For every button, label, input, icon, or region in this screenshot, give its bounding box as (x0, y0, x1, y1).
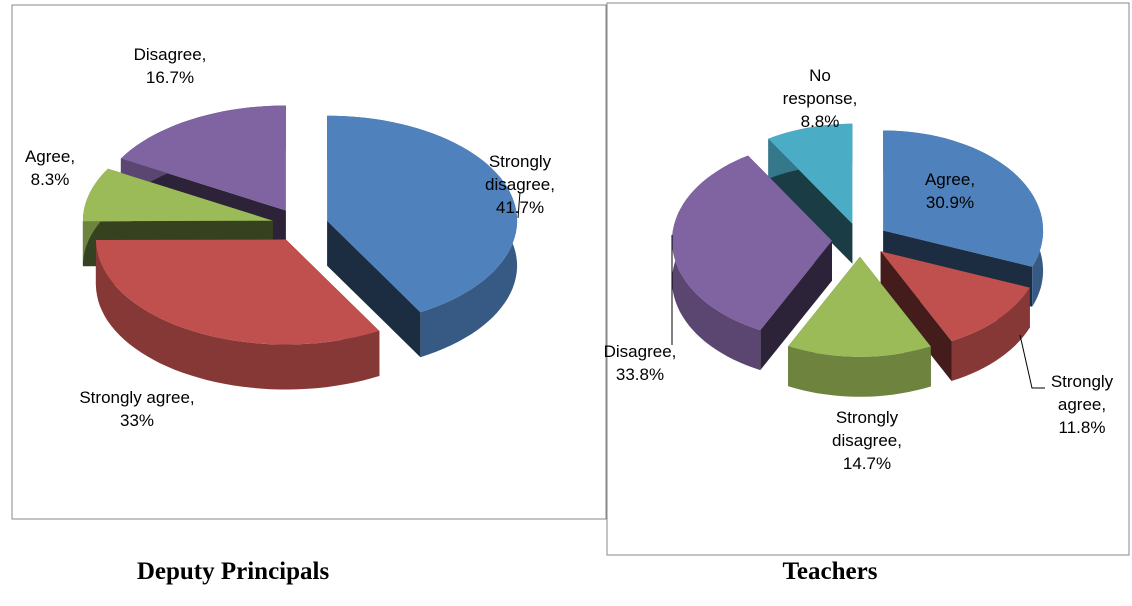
slice (768, 123, 853, 224)
label-separator: , (70, 147, 76, 166)
chart-title: Teachers (782, 558, 878, 585)
value-label: 14.7% (842, 454, 892, 473)
category-label: No response (782, 66, 853, 108)
slice (82, 168, 273, 222)
value-label: 30.9% (925, 193, 975, 212)
category-label: Strongly disagree (832, 408, 899, 450)
slice-side (95, 240, 380, 390)
data-label: Strongly disagree, 14.7% (802, 406, 932, 475)
data-label: Strongly disagree, 41.7% (455, 150, 585, 219)
data-label: Strongly agree, 33% (77, 386, 197, 432)
data-label: Disagree, 33.8% (595, 340, 685, 386)
data-label: Agree, 8.3% (10, 145, 90, 191)
slice (883, 130, 1044, 267)
category-label: Strongly agree (1050, 372, 1114, 414)
category-label: Disagree (133, 45, 202, 64)
leader-line (1019, 334, 1045, 389)
slice (120, 105, 286, 211)
label-separator: , (189, 388, 195, 407)
value-label: 33% (119, 411, 155, 430)
slice-side (788, 346, 931, 397)
label-separator: , (897, 431, 902, 450)
value-label: 16.7% (145, 68, 195, 87)
value-label: 11.8% (1058, 418, 1106, 437)
data-label: Agree, 30.9% (905, 168, 995, 214)
label-separator: , (852, 89, 858, 108)
slice (788, 256, 931, 357)
slice-side (327, 220, 421, 358)
value-label: 8.8% (800, 112, 840, 131)
slice (95, 239, 380, 345)
label-separator: , (1101, 395, 1107, 414)
category-label: Strongly agree (79, 388, 190, 407)
chart-title: Deputy Principals (136, 558, 330, 585)
leader-line (517, 191, 521, 219)
slice-side (760, 240, 832, 371)
data-label: Strongly agree, 11.8% (1037, 370, 1127, 439)
category-label: Strongly disagree (485, 152, 552, 194)
category-label: Disagree (603, 342, 672, 361)
category-label: Agree (924, 170, 971, 189)
slice (672, 155, 832, 331)
slice (327, 115, 518, 313)
category-label: Agree (24, 147, 71, 166)
label-separator: , (671, 342, 677, 361)
label-separator: , (550, 175, 555, 194)
chart-border (11, 4, 607, 520)
value-label: 33.8% (615, 365, 665, 384)
label-separator: , (201, 45, 207, 64)
data-label: Disagree, 16.7% (125, 43, 215, 89)
label-separator: , (970, 170, 976, 189)
slice-side (951, 287, 1030, 381)
slice-side (880, 251, 952, 381)
chart-border (606, 2, 1130, 556)
data-label: No response, 8.8% (770, 64, 870, 133)
slice (880, 251, 1030, 341)
value-label: 41.7% (495, 198, 545, 217)
value-label: 8.3% (30, 170, 70, 189)
